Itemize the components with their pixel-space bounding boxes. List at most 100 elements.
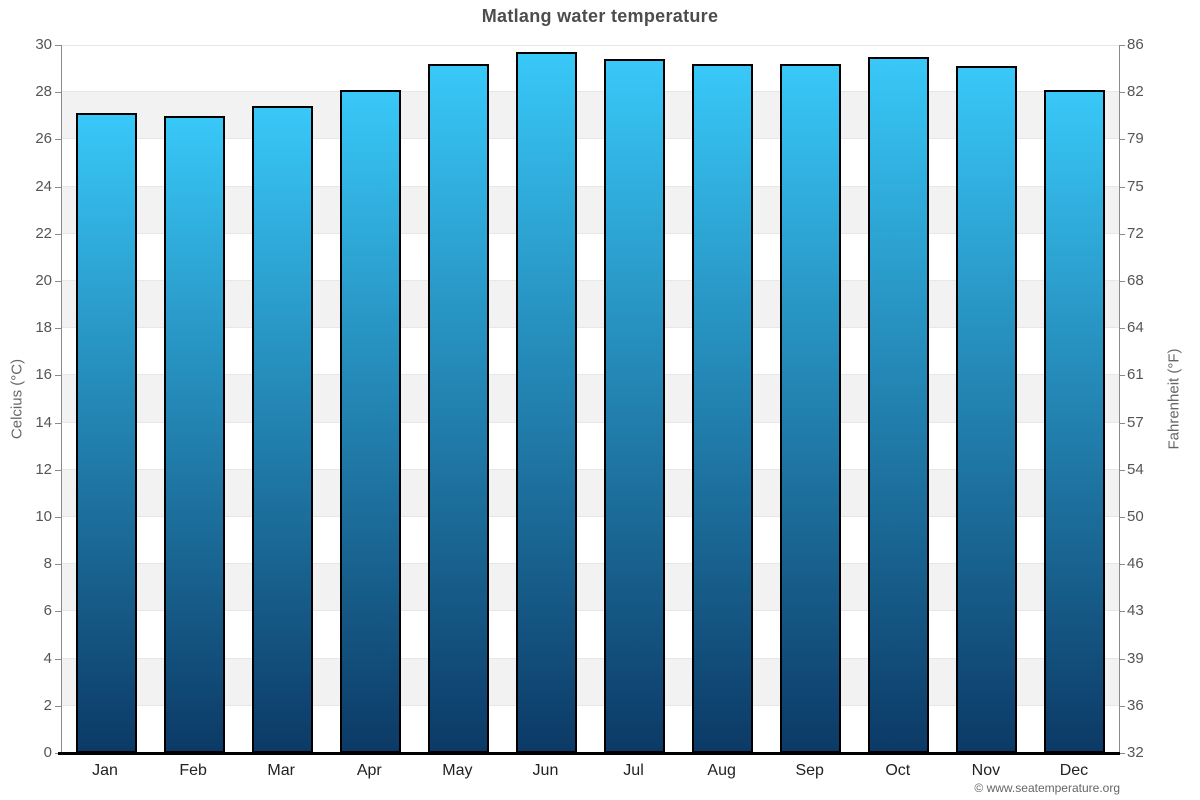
left-tick-label: 10 (35, 508, 52, 525)
x-label-apr: Apr (356, 762, 382, 779)
left-tick-label: 30 (35, 36, 52, 53)
gridline (62, 327, 1119, 329)
left-tick-label: 18 (35, 319, 52, 337)
gridline (62, 91, 1119, 93)
plot-band (62, 658, 1119, 706)
right-tickmark (1119, 139, 1125, 141)
left-tickmark (55, 375, 61, 377)
right-tickmark (1119, 658, 1125, 660)
right-tickmark (1119, 186, 1125, 188)
bar-feb[interactable] (163, 115, 225, 753)
right-tick-label: 61 (1127, 366, 1144, 384)
x-label-may: May (442, 762, 473, 779)
left-tickmark (55, 517, 61, 518)
right-tick-label: 64 (1127, 319, 1144, 337)
gridline (62, 374, 1119, 376)
left-tick-label: 26 (35, 130, 52, 148)
left-tickmark (55, 281, 61, 282)
plot-band (62, 328, 1119, 376)
gridline (62, 280, 1119, 281)
right-tick-label: 57 (1127, 413, 1144, 431)
left-tick-label: 28 (35, 83, 52, 101)
right-tick-label: 32 (1127, 744, 1144, 761)
right-tick-label: 75 (1127, 177, 1144, 195)
bar-may[interactable] (427, 63, 489, 753)
x-label-feb: Feb (179, 762, 207, 779)
bar-oct[interactable] (868, 56, 930, 753)
plot-band (62, 375, 1119, 423)
right-tick-label: 43 (1127, 602, 1144, 620)
right-tickmark (1119, 469, 1125, 471)
left-tickmark (55, 705, 61, 707)
plot-band (62, 517, 1119, 565)
plot-band (62, 281, 1119, 329)
bar-jan[interactable] (75, 113, 137, 753)
left-tickmark (55, 469, 61, 471)
plot-band (62, 92, 1119, 140)
left-tickmark (55, 139, 61, 141)
left-tickmark (55, 45, 61, 46)
gridline (62, 563, 1119, 565)
bar-apr[interactable] (339, 89, 401, 753)
right-tickmark (1119, 328, 1125, 330)
left-tick-label: 12 (35, 460, 52, 478)
right-tick-label: 68 (1127, 272, 1144, 289)
left-tickmark (55, 233, 61, 235)
plot-band (62, 45, 1119, 93)
right-tickmark (1119, 233, 1125, 235)
left-tick-label: 16 (35, 366, 52, 384)
x-label-jul: Jul (623, 762, 644, 779)
right-tick-label: 36 (1127, 696, 1144, 714)
x-label-nov: Nov (971, 762, 1001, 779)
left-tick-label: 8 (43, 555, 52, 573)
x-label-jun: Jun (532, 762, 559, 779)
left-tick-label: 0 (43, 744, 52, 761)
bar-jul[interactable] (604, 59, 666, 753)
bar-aug[interactable] (692, 63, 754, 753)
right-tick-label: 79 (1127, 130, 1144, 148)
plot-band (62, 469, 1119, 517)
bar-sep[interactable] (780, 63, 842, 753)
left-tick-label: 4 (43, 649, 52, 667)
left-tickmark (55, 186, 61, 188)
gridline (62, 657, 1119, 659)
plot-band (62, 564, 1119, 612)
plot-band (62, 705, 1119, 753)
gridline (62, 610, 1119, 612)
gridline (62, 138, 1119, 140)
left-tickmark (55, 422, 61, 424)
right-tickmark (1119, 611, 1125, 613)
bar-dec[interactable] (1044, 89, 1106, 753)
bar-mar[interactable] (251, 106, 313, 753)
right-axis-title: Fahrenheit (°F) (1165, 348, 1183, 450)
watermark: © www.seatemperature.org (974, 781, 1120, 795)
left-tick-label: 24 (35, 177, 52, 195)
right-tick-label: 72 (1127, 224, 1144, 242)
bar-nov[interactable] (956, 66, 1018, 753)
plot-band (62, 422, 1119, 470)
left-tick-label: 20 (35, 272, 52, 289)
x-label-sep: Sep (795, 762, 824, 779)
plot-band (62, 233, 1119, 281)
gridline (62, 185, 1119, 187)
left-tickmark (55, 564, 61, 566)
right-tickmark (1119, 422, 1125, 424)
bar-jun[interactable] (515, 52, 577, 753)
left-tickmark (55, 92, 61, 94)
right-tickmark (1119, 281, 1125, 282)
left-tick-label: 22 (35, 224, 52, 242)
right-tickmark (1119, 45, 1125, 46)
chart-title: Matlang water temperature (481, 6, 719, 26)
x-label-mar: Mar (267, 762, 295, 779)
right-tick-label: 39 (1127, 649, 1144, 667)
plot-band (62, 139, 1119, 187)
left-tickmark (55, 611, 61, 613)
right-tick-label: 50 (1127, 508, 1144, 525)
x-label-oct: Oct (885, 762, 911, 779)
right-tick-label: 54 (1127, 460, 1144, 478)
x-label-jan: Jan (92, 762, 118, 779)
right-tickmark (1119, 375, 1125, 377)
right-tickmark (1119, 753, 1125, 754)
plot-band (62, 611, 1119, 659)
